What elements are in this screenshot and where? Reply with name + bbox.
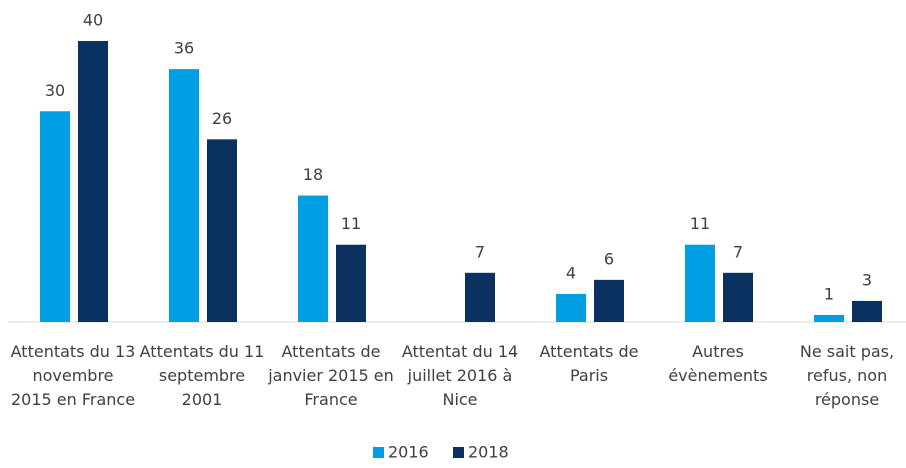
data-label: 26 [212, 109, 232, 128]
data-label: 40 [83, 11, 103, 30]
bar [594, 279, 624, 322]
data-label: 11 [690, 214, 710, 233]
bar [336, 244, 366, 322]
bar [465, 272, 495, 322]
x-tick-label: Attentat du 14 juillet 2016 à Nice [401, 342, 519, 409]
x-tick-label: Attentats du 11 septembre 2001 [139, 342, 265, 409]
data-label: 1 [824, 284, 834, 303]
data-label: 7 [475, 242, 485, 261]
x-tick-label: Autres évènements [668, 342, 768, 385]
legend-label: 2016 [388, 443, 429, 462]
bar [814, 314, 844, 322]
data-label: 36 [174, 39, 194, 58]
bar [40, 111, 70, 322]
data-label: 4 [566, 263, 576, 282]
data-label: 30 [45, 81, 65, 100]
x-tick-label: Attentats de janvier 2015 en France [268, 342, 394, 409]
bar [556, 293, 586, 322]
data-label: 7 [733, 242, 743, 261]
bar [685, 244, 715, 322]
bar [169, 69, 199, 322]
bar [298, 195, 328, 322]
legend-swatch [453, 447, 464, 458]
bar [207, 139, 237, 322]
x-tick-label: Ne sait pas, refus, non réponse [799, 342, 895, 409]
bar [852, 300, 882, 322]
data-label: 3 [862, 270, 872, 289]
x-tick-label: Attentats de Paris [539, 342, 639, 385]
data-label: 18 [303, 165, 323, 184]
data-label: 11 [341, 214, 361, 233]
bar [723, 272, 753, 322]
data-label: 6 [604, 249, 614, 268]
bar [78, 41, 108, 322]
x-tick-label: Attentats du 13 novembre 2015 en France [10, 342, 136, 409]
legend-label: 2018 [468, 443, 509, 462]
legend-swatch [373, 447, 384, 458]
